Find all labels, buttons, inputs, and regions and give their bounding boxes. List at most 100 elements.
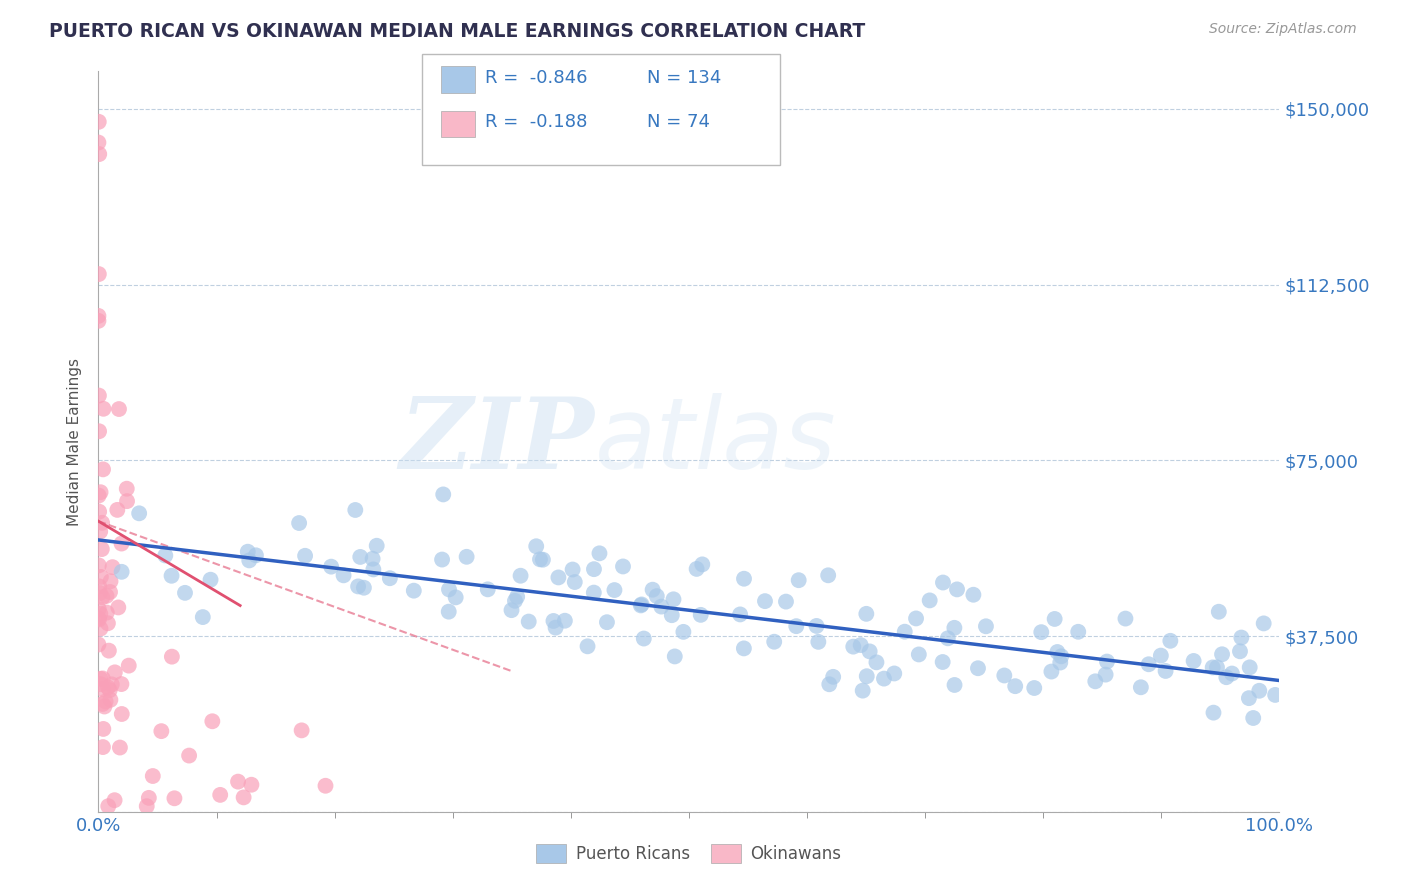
Point	[506, 590, 529, 604]
Point	[91, 681, 114, 696]
Point	[101, 560, 124, 574]
Point	[993, 668, 1015, 682]
Point	[1249, 683, 1271, 698]
Point	[91, 516, 114, 530]
Y-axis label: Median Male Earnings: Median Male Earnings	[67, 358, 83, 525]
Point	[1206, 660, 1229, 674]
Point	[588, 546, 610, 560]
Point	[576, 640, 599, 654]
Point	[209, 788, 232, 802]
Point	[201, 714, 224, 729]
Point	[110, 677, 132, 691]
Point	[852, 683, 875, 698]
Point	[344, 503, 367, 517]
Point	[630, 598, 652, 612]
Point	[893, 624, 915, 639]
Text: ZIP: ZIP	[399, 393, 595, 490]
Point	[1237, 691, 1260, 706]
Point	[603, 583, 626, 598]
Point	[582, 562, 605, 576]
Point	[135, 799, 157, 814]
Point	[1040, 665, 1063, 679]
Point	[128, 506, 150, 520]
Point	[97, 799, 120, 814]
Point	[817, 568, 839, 582]
Point	[108, 402, 131, 417]
Point	[232, 790, 254, 805]
Point	[554, 614, 576, 628]
Point	[932, 575, 955, 590]
Point	[529, 552, 551, 566]
Text: R =  -0.188: R = -0.188	[485, 113, 588, 131]
Point	[111, 565, 134, 579]
Point	[87, 558, 110, 573]
Point	[908, 648, 931, 662]
Point	[785, 619, 807, 633]
Point	[543, 614, 565, 628]
Text: R =  -0.846: R = -0.846	[485, 69, 588, 87]
Point	[101, 677, 124, 691]
Point	[685, 562, 707, 576]
Point	[402, 583, 425, 598]
Point	[89, 672, 111, 686]
Point	[807, 635, 830, 649]
Point	[87, 115, 110, 129]
Point	[91, 591, 114, 605]
Point	[160, 568, 183, 582]
Point	[90, 570, 112, 584]
Point	[115, 494, 138, 508]
Point	[89, 607, 111, 621]
Point	[763, 634, 786, 648]
Point	[315, 779, 337, 793]
Point	[87, 267, 110, 281]
Point	[630, 599, 652, 613]
Point	[1208, 605, 1230, 619]
Point	[754, 594, 776, 608]
Point	[90, 677, 112, 691]
Point	[931, 655, 953, 669]
Point	[93, 401, 115, 416]
Point	[432, 487, 454, 501]
Point	[524, 539, 547, 553]
Point	[855, 669, 877, 683]
Point	[818, 677, 841, 691]
Point	[596, 615, 619, 630]
Point	[1129, 680, 1152, 694]
Point	[547, 570, 569, 584]
Point	[89, 586, 111, 600]
Point	[97, 616, 120, 631]
Point	[733, 572, 755, 586]
Point	[100, 574, 122, 589]
Point	[444, 591, 467, 605]
Point	[238, 553, 260, 567]
Point	[90, 542, 112, 557]
Point	[240, 778, 263, 792]
Point	[806, 619, 828, 633]
Point	[582, 585, 605, 599]
Point	[97, 643, 120, 657]
Point	[174, 586, 197, 600]
Point	[943, 621, 966, 635]
Point	[842, 640, 865, 654]
Point	[89, 147, 111, 161]
Point	[1137, 657, 1160, 672]
Point	[155, 549, 177, 563]
Point	[1004, 679, 1026, 693]
Point	[1229, 644, 1251, 658]
Point	[672, 624, 695, 639]
Point	[87, 602, 110, 616]
Point	[94, 694, 117, 708]
Point	[1241, 711, 1264, 725]
Point	[430, 552, 453, 566]
Point	[946, 582, 969, 597]
Point	[107, 600, 129, 615]
Point	[104, 793, 127, 807]
Point	[90, 485, 112, 500]
Point	[692, 558, 714, 572]
Point	[87, 309, 110, 323]
Point	[100, 693, 122, 707]
Point	[378, 571, 401, 585]
Point	[664, 649, 686, 664]
Point	[1084, 674, 1107, 689]
Point	[97, 681, 120, 695]
